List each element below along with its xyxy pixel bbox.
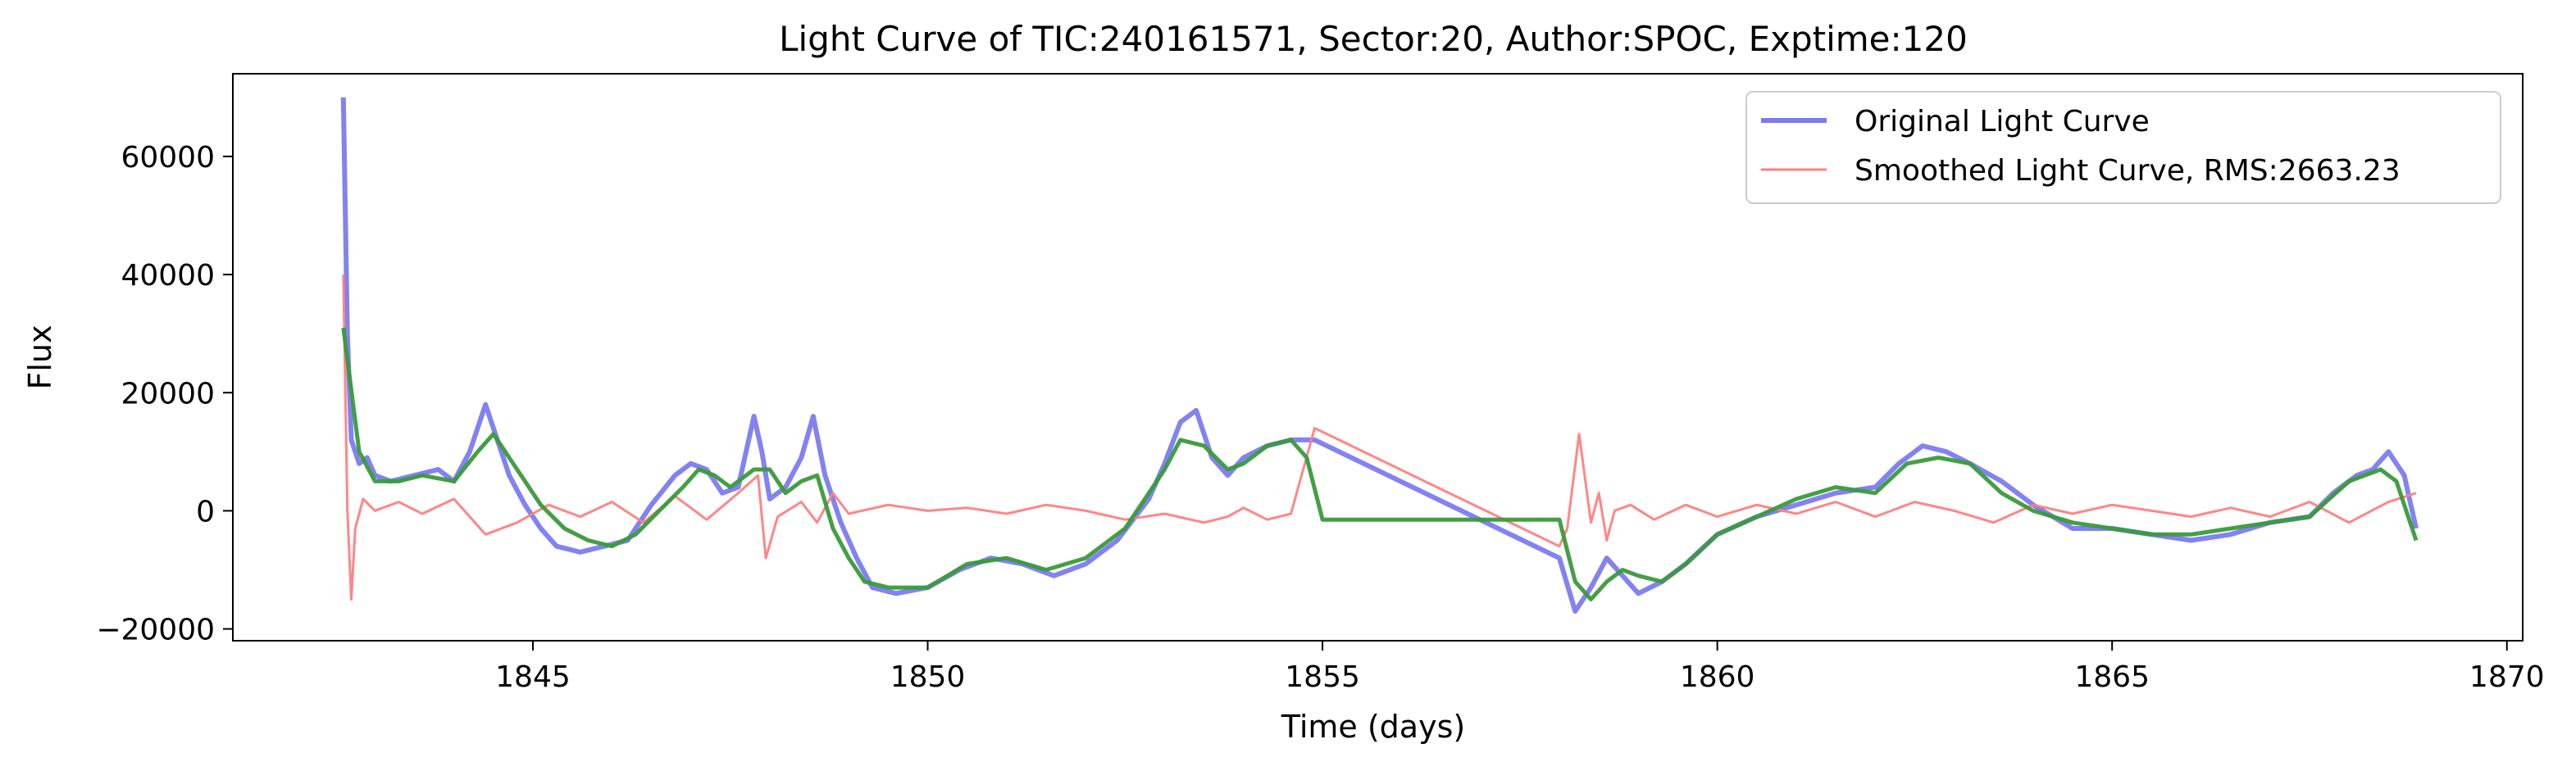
y-axis: −20000 0 20000 40000 60000 xyxy=(96,141,233,647)
series-line-0 xyxy=(340,97,2419,614)
x-axis-label: Time (days) xyxy=(1281,709,1465,745)
x-tick-label: 1850 xyxy=(890,660,966,694)
legend-box xyxy=(1745,91,2501,204)
y-tick-label: 20000 xyxy=(121,377,215,410)
plot-frame xyxy=(232,73,2524,642)
x-axis: 1845 1850 1855 1860 1865 1870 xyxy=(495,641,2545,694)
chart-title: Light Curve of TIC:240161571, Sector:20,… xyxy=(779,19,1968,59)
legend-label-original: Original Light Curve xyxy=(1855,105,2150,138)
y-tick-label: 60000 xyxy=(121,141,215,175)
y-tick-label: 40000 xyxy=(121,259,215,293)
series-line-2 xyxy=(341,327,2419,601)
x-tick-label: 1855 xyxy=(1285,660,1360,694)
y-axis-label: Flux xyxy=(22,325,58,390)
x-tick-label: 1870 xyxy=(2469,660,2545,694)
y-tick-label: 0 xyxy=(196,495,215,528)
y-tick-label: −20000 xyxy=(96,614,215,647)
legend: Original Light Curve Smoothed Light Curv… xyxy=(1745,91,2501,204)
x-tick-label: 1860 xyxy=(1680,660,1755,694)
series-line-1 xyxy=(342,274,2417,601)
x-tick-label: 1845 xyxy=(495,660,571,694)
x-tick-label: 1865 xyxy=(2074,660,2150,694)
series-layer xyxy=(340,97,2419,614)
legend-label-smoothed: Smoothed Light Curve, RMS:2663.23 xyxy=(1855,154,2401,188)
